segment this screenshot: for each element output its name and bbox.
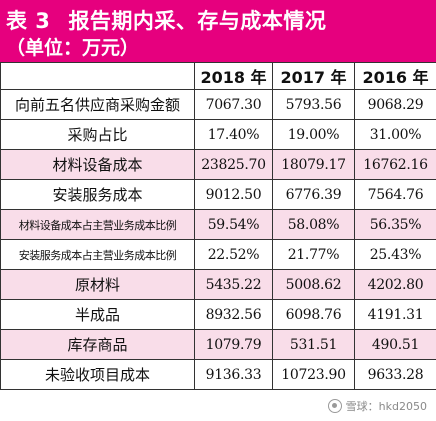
- report-table: 2018 年 2017 年 2016 年 向前五名供应商采购金额 7067.30…: [0, 62, 436, 390]
- cell-2017: 5008.62: [272, 269, 355, 300]
- cell-2018: 8932.56: [194, 299, 273, 330]
- cell-2017: 5793.56: [272, 89, 355, 120]
- cell-2018: 9012.50: [194, 179, 273, 210]
- table-row: 原材料 5435.22 5008.62 4202.80: [0, 269, 436, 300]
- row-label: 库存商品: [0, 329, 195, 360]
- table-row: 未验收项目成本 9136.33 10723.90 9633.28: [0, 359, 436, 390]
- cell-2017: 18079.17: [272, 149, 355, 180]
- table-title: 表 3 报告期内采、存与成本情况: [6, 5, 326, 35]
- column-header-2017: 2017 年: [272, 62, 355, 90]
- table-number: 表 3: [6, 9, 51, 33]
- row-label: 材料设备成本占主营业务成本比例: [0, 209, 195, 240]
- row-label: 半成品: [0, 299, 195, 330]
- cell-2018: 59.54%: [194, 209, 273, 240]
- cell-2017: 6098.76: [272, 299, 355, 330]
- table-row: 材料设备成本占主营业务成本比例 59.54% 58.08% 56.35%: [0, 209, 436, 240]
- cell-2017: 58.08%: [272, 209, 355, 240]
- row-label: 向前五名供应商采购金额: [0, 89, 195, 120]
- table-row: 安装服务成本占主营业务成本比例 22.52% 21.77% 25.43%: [0, 239, 436, 270]
- cell-2018: 1079.79: [194, 329, 273, 360]
- row-label: 材料设备成本: [0, 149, 195, 180]
- cell-2016: 9633.28: [354, 359, 436, 390]
- row-label: 安装服务成本占主营业务成本比例: [0, 239, 195, 270]
- table-row: 安装服务成本 9012.50 6776.39 7564.76: [0, 179, 436, 210]
- table-row: 材料设备成本 23825.70 18079.17 16762.16: [0, 149, 436, 180]
- cell-2016: 9068.29: [354, 89, 436, 120]
- cell-2016: 16762.16: [354, 149, 436, 180]
- cell-2018: 5435.22: [194, 269, 273, 300]
- column-header-2018: 2018 年: [194, 62, 273, 90]
- cell-2016: 7564.76: [354, 179, 436, 210]
- row-label: 原材料: [0, 269, 195, 300]
- cell-2016: 490.51: [354, 329, 436, 360]
- title-banner: 表 3 报告期内采、存与成本情况 （单位：万元）: [0, 0, 436, 62]
- cell-2018: 9136.33: [194, 359, 273, 390]
- table-row: 采购占比 17.40% 19.00% 31.00%: [0, 119, 436, 150]
- table-row: 向前五名供应商采购金额 7067.30 5793.56 9068.29: [0, 89, 436, 120]
- cell-2016: 4202.80: [354, 269, 436, 300]
- row-label: 采购占比: [0, 119, 195, 150]
- cell-2016: 31.00%: [354, 119, 436, 150]
- row-label: 未验收项目成本: [0, 359, 195, 390]
- watermark-text: 雪球：hkd2050: [345, 400, 427, 413]
- row-label: 安装服务成本: [0, 179, 195, 210]
- cell-2016: 56.35%: [354, 209, 436, 240]
- watermark: 雪球：hkd2050: [322, 395, 432, 417]
- table-title-text: 报告期内采、存与成本情况: [68, 9, 327, 33]
- cell-2016: 4191.31: [354, 299, 436, 330]
- cell-2017: 10723.90: [272, 359, 355, 390]
- table-unit: （单位：万元）: [6, 37, 140, 59]
- cell-2018: 17.40%: [194, 119, 273, 150]
- table-row: 半成品 8932.56 6098.76 4191.31: [0, 299, 436, 330]
- cell-2016: 25.43%: [354, 239, 436, 270]
- table-row: 库存商品 1079.79 531.51 490.51: [0, 329, 436, 360]
- cell-2018: 22.52%: [194, 239, 273, 270]
- cell-2017: 19.00%: [272, 119, 355, 150]
- cell-2018: 23825.70: [194, 149, 273, 180]
- cell-2017: 6776.39: [272, 179, 355, 210]
- cell-2017: 531.51: [272, 329, 355, 360]
- column-header-2016: 2016 年: [354, 62, 436, 90]
- snowball-logo-icon: [327, 399, 342, 413]
- cell-2018: 7067.30: [194, 89, 273, 120]
- column-header-blank: [0, 62, 195, 90]
- cell-2017: 21.77%: [272, 239, 355, 270]
- table-header-row: 2018 年 2017 年 2016 年: [0, 62, 436, 90]
